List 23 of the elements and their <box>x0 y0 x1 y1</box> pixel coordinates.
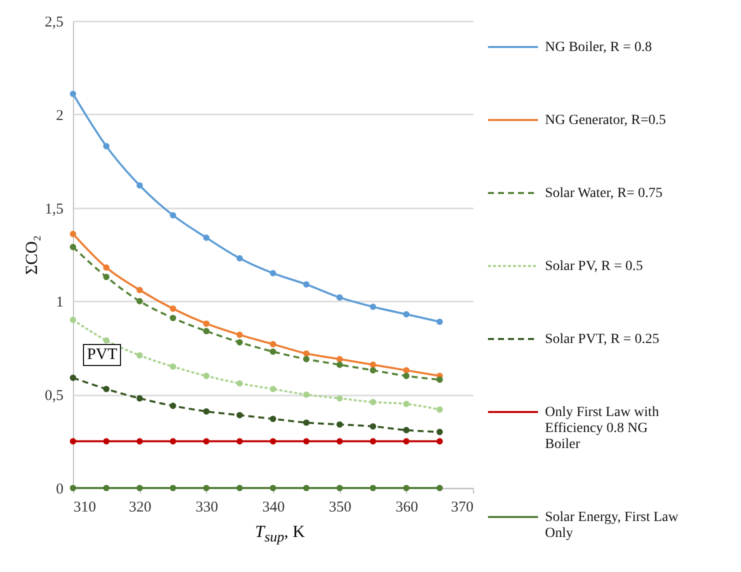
x-axis-title: T$_{sup}$, K <box>254 522 306 546</box>
y-tick-label: 1,5 <box>44 201 64 218</box>
legend-label: Solar PVT, R = 0.25 <box>545 332 660 347</box>
y-tick-label: 1 <box>56 294 64 311</box>
x-tick-label: 310 <box>74 500 96 516</box>
x-tick-label: 370 <box>451 500 474 516</box>
y-tick-label: 2,5 <box>44 14 64 30</box>
x-tick-label: 340 <box>262 500 285 516</box>
x-tick-label: 320 <box>128 500 152 516</box>
y-tick-label: 0 <box>56 482 64 498</box>
legend-label: NG Boiler, R = 0.8 <box>545 40 652 55</box>
legend-label: NG Generator, R=0.5 <box>545 113 666 128</box>
x-tick-label: 360 <box>396 500 418 516</box>
y-tick-label: 0,5 <box>44 388 64 404</box>
x-tick-label: 330 <box>196 500 218 516</box>
legend-label: Solar Water, R= 0.75 <box>545 186 663 201</box>
legend-label: Solar Energy, First Law Only <box>545 510 680 541</box>
y-axis-title: ΣCO₂ <box>22 235 41 275</box>
legend-label: Solar PV, R = 0.5 <box>545 259 643 274</box>
legend-label: Only First Law with Efficiency 0.8 NG Boiler <box>545 405 659 452</box>
annotation: PVT <box>83 344 122 366</box>
y-tick-label: 2 <box>56 108 64 124</box>
x-tick-label: 350 <box>328 500 352 516</box>
